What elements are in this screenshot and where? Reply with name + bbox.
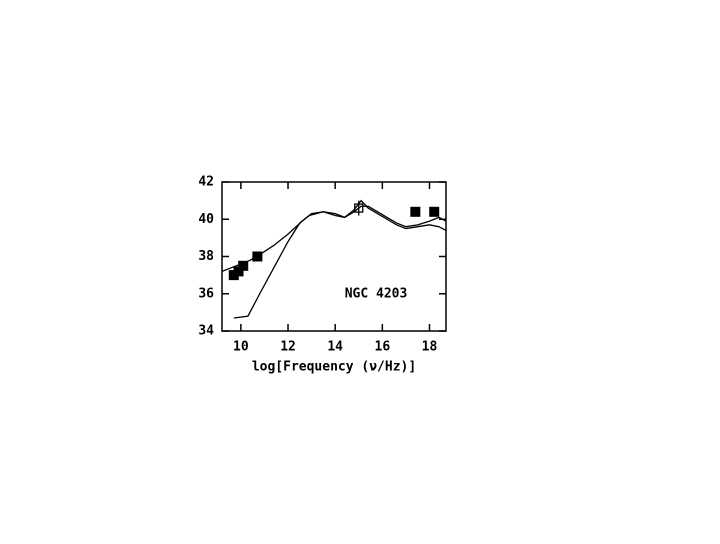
data-point <box>238 260 249 271</box>
open-point <box>354 203 364 213</box>
y-tick-label: 38 <box>198 249 214 264</box>
data-point <box>429 206 440 217</box>
data-point <box>233 266 244 277</box>
model-line <box>233 199 447 319</box>
y-tick-label: 42 <box>198 175 214 190</box>
x-tick-label: 18 <box>422 340 438 355</box>
annotation: NGC 4203 <box>345 287 408 302</box>
y-tick-label: 40 <box>198 212 214 227</box>
x-tick-label: 16 <box>375 340 391 355</box>
x-tick-label: 10 <box>233 340 249 355</box>
data-point <box>410 206 421 217</box>
y-tick-label: 34 <box>198 324 214 339</box>
x-axis-label: log[Frequency (ν/Hz)] <box>252 360 416 375</box>
data-point <box>252 251 263 262</box>
x-tick-label: 14 <box>327 340 343 355</box>
x-tick-label: 12 <box>280 340 296 355</box>
y-tick-label: 36 <box>198 286 214 301</box>
